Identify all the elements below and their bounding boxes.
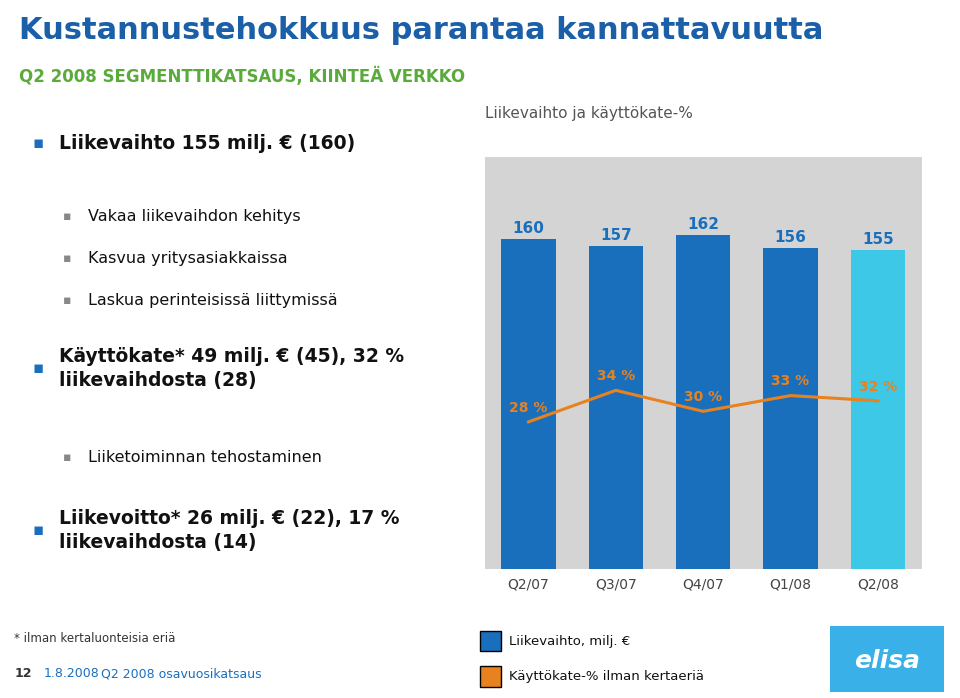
- Bar: [501, 239, 556, 569]
- Text: Liikevaihto ja käyttökate-%: Liikevaihto ja käyttökate-%: [485, 106, 692, 121]
- Text: 1.8.2008: 1.8.2008: [43, 667, 99, 681]
- Text: * ilman kertaluonteisia eriä: * ilman kertaluonteisia eriä: [14, 632, 176, 645]
- Text: ▪: ▪: [33, 521, 44, 540]
- Text: ▪: ▪: [63, 294, 72, 306]
- Text: Käyttökate* 49 milj. € (45), 32 %
liikevaihdosta (28): Käyttökate* 49 milj. € (45), 32 % liikev…: [59, 347, 404, 389]
- Text: elisa: elisa: [854, 648, 920, 673]
- Text: Liikevaihto, milj. €: Liikevaihto, milj. €: [509, 634, 630, 648]
- Text: 156: 156: [775, 230, 806, 244]
- Text: 28 %: 28 %: [510, 401, 547, 415]
- Text: Liiketoiminnan tehostaminen: Liiketoiminnan tehostaminen: [87, 450, 322, 465]
- Bar: [851, 250, 905, 569]
- Text: Kustannustehokkuus parantaa kannattavuutta: Kustannustehokkuus parantaa kannattavuut…: [19, 16, 824, 45]
- Text: Käyttökate-% ilman kertaeriä: Käyttökate-% ilman kertaeriä: [509, 670, 704, 683]
- Text: ▪: ▪: [33, 134, 44, 152]
- Text: Liikevaihto 155 milj. € (160): Liikevaihto 155 milj. € (160): [59, 133, 355, 153]
- FancyBboxPatch shape: [822, 621, 952, 698]
- Text: 162: 162: [687, 217, 719, 232]
- Text: ▪: ▪: [63, 451, 72, 463]
- Text: ▪: ▪: [63, 210, 72, 223]
- Text: Laskua perinteisissä liittymissä: Laskua perinteisissä liittymissä: [87, 292, 337, 308]
- Text: 12: 12: [14, 667, 32, 681]
- Text: Kasvua yritysasiakkaissa: Kasvua yritysasiakkaissa: [87, 251, 287, 266]
- Text: ▪: ▪: [63, 252, 72, 265]
- Text: Liikevoitto* 26 milj. € (22), 17 %
liikevaihdosta (14): Liikevoitto* 26 milj. € (22), 17 % liike…: [59, 509, 399, 552]
- Bar: [763, 248, 818, 569]
- Text: 33 %: 33 %: [772, 374, 809, 388]
- Text: Q2 2008 SEGMENTTIKATSAUS, KIINTEÄ VERKKO: Q2 2008 SEGMENTTIKATSAUS, KIINTEÄ VERKKO: [19, 66, 466, 86]
- Text: 160: 160: [513, 221, 544, 237]
- Text: 34 %: 34 %: [597, 369, 635, 383]
- FancyBboxPatch shape: [480, 630, 501, 651]
- Bar: [676, 235, 731, 569]
- FancyBboxPatch shape: [480, 666, 501, 687]
- Text: ▪: ▪: [33, 359, 44, 377]
- Bar: [588, 246, 643, 569]
- Text: Q2 2008 osavuosikatsaus: Q2 2008 osavuosikatsaus: [101, 667, 261, 681]
- Text: 30 %: 30 %: [684, 390, 722, 404]
- Text: 155: 155: [862, 232, 894, 246]
- Text: 32 %: 32 %: [859, 380, 897, 394]
- Text: 157: 157: [600, 228, 632, 242]
- Text: Vakaa liikevaihdon kehitys: Vakaa liikevaihdon kehitys: [87, 209, 300, 224]
